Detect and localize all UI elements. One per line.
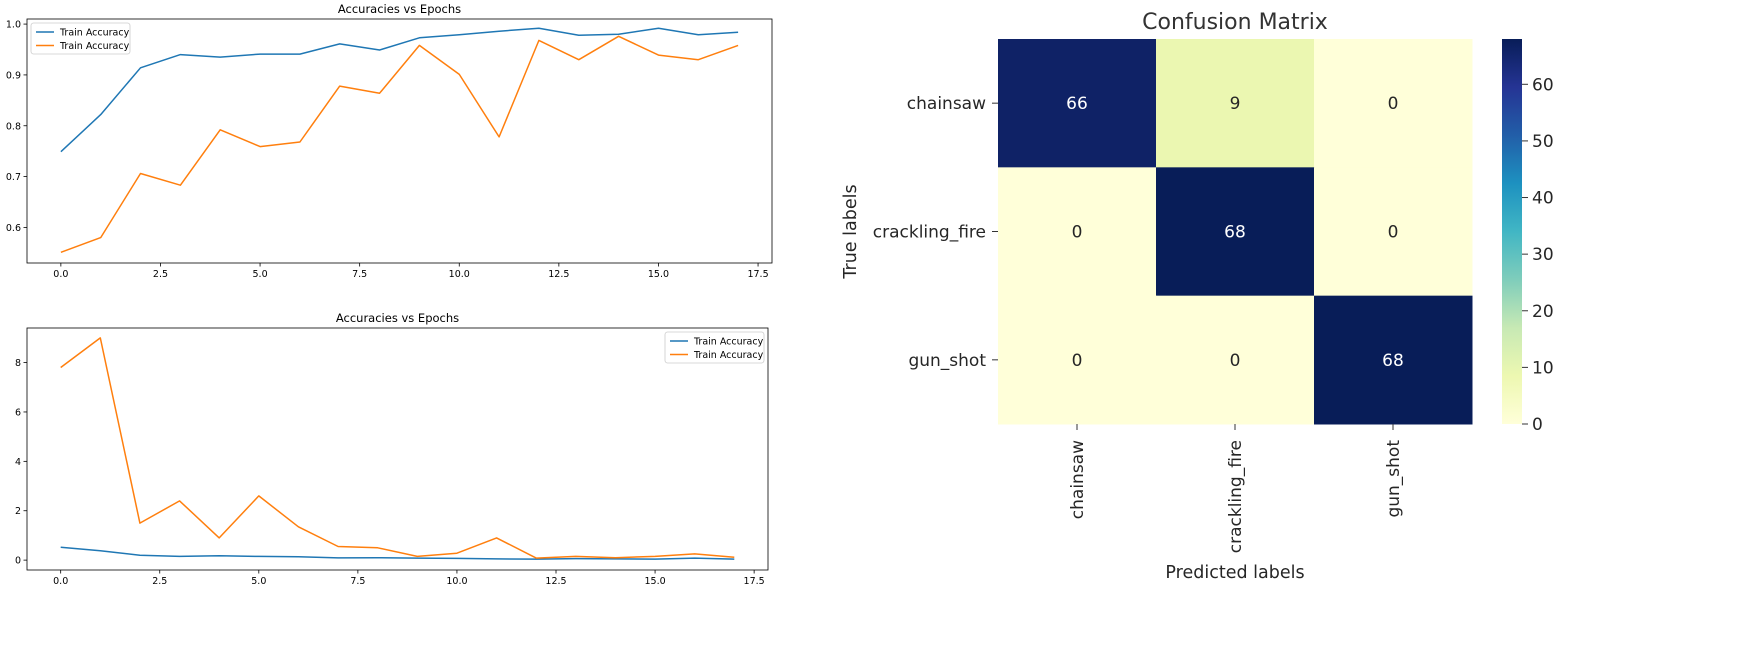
row-label: chainsaw	[907, 94, 986, 114]
y-tick-label: 6	[15, 407, 21, 418]
heatmap-cell	[1314, 39, 1473, 168]
x-tick-label: 17.5	[744, 576, 765, 587]
legend: Train Accuracy Train Accuracy	[30, 22, 131, 55]
legend-label-2: Train Accuracy	[693, 350, 764, 361]
x-tick-label: 15.0	[644, 576, 665, 587]
x-axis-label: Predicted labels	[1165, 563, 1304, 583]
col-label: crackling_fire	[1226, 440, 1246, 553]
colorbar-tick-label: 40	[1532, 189, 1554, 209]
x-tick-label: 12.5	[545, 576, 566, 587]
colorbar-tick-label: 50	[1532, 132, 1554, 152]
colorbar-tick-label: 10	[1532, 358, 1554, 378]
legend-label-1: Train Accuracy	[693, 337, 764, 348]
x-tick-label: 5.0	[253, 269, 268, 280]
series-line-1	[60, 546, 735, 560]
col-label: chainsaw	[1068, 440, 1088, 519]
x-tick-label: 10.0	[449, 269, 470, 280]
y-tick-label: 1.0	[6, 20, 21, 31]
cell-value-label: 0	[1072, 223, 1083, 243]
colorbar-tick-label: 30	[1532, 245, 1554, 265]
heatmap-cell	[998, 167, 1157, 297]
legend-label-1: Train Accuracy	[59, 28, 130, 39]
line-chart-bottom: Accuracies vs Epochs 0.0 2.5 5.0 7.5 10.0 12.5…	[15, 311, 769, 587]
x-tick-label: 17.5	[747, 269, 768, 280]
cell-value-label: 0	[1388, 223, 1399, 243]
x-tick-label: 2.5	[152, 576, 167, 587]
x-tick-label: 10.0	[446, 576, 467, 587]
cell-value-label: 9	[1230, 94, 1241, 114]
series-line-2	[60, 35, 739, 254]
y-axis-label: True labels	[841, 184, 861, 279]
cell-value-label: 68	[1382, 351, 1404, 371]
heatmap-cell	[1314, 295, 1473, 425]
legend-label-2: Train Accuracy	[59, 41, 130, 52]
heatmap-cell	[1156, 295, 1315, 425]
x-tick-label: 5.0	[251, 576, 266, 587]
series-line-1	[60, 27, 739, 153]
heatmap-cell	[1156, 167, 1315, 297]
y-tick-label: 2	[15, 506, 21, 517]
heatmap-title: Confusion Matrix	[1142, 10, 1328, 35]
legend: Train Accuracy Train Accuracy	[664, 331, 765, 364]
line-chart-top: Accuracies vs Epochs 0.0 2.5 5.0 7.5 10.0 12.5…	[6, 2, 773, 280]
cell-value-label: 0	[1072, 351, 1083, 371]
row-label: crackling_fire	[873, 223, 986, 243]
heatmap-cell	[1314, 167, 1473, 297]
x-tick-label: 7.5	[350, 576, 365, 587]
series-line-2	[60, 337, 735, 559]
heatmap-cell	[1156, 39, 1315, 168]
legend-box	[30, 22, 131, 55]
colorbar-tick-label: 20	[1532, 302, 1554, 322]
y-tick-label: 0	[15, 556, 21, 567]
chart-title: Accuracies vs Epochs	[338, 2, 461, 16]
x-tick-label: 2.5	[153, 269, 168, 280]
x-tick-label: 7.5	[352, 269, 367, 280]
cell-value-label: 68	[1224, 223, 1246, 243]
y-tick-label: 0.9	[6, 70, 21, 81]
row-label: gun_shot	[908, 351, 986, 371]
colorbar-tick-label: 60	[1532, 75, 1554, 95]
legend-box	[664, 331, 765, 364]
cell-value-label: 0	[1230, 351, 1241, 371]
x-tick-label: 12.5	[548, 269, 569, 280]
cell-value-label: 0	[1388, 94, 1399, 114]
chart-title: Accuracies vs Epochs	[336, 311, 459, 325]
y-tick-label: 0.8	[6, 121, 21, 132]
colorbar-tick-label: 0	[1532, 415, 1543, 435]
plot-frame	[26, 327, 769, 571]
x-tick-label: 15.0	[648, 269, 669, 280]
plot-frame	[26, 18, 773, 264]
colorbar	[1502, 39, 1522, 424]
y-tick-label: 8	[15, 358, 21, 369]
y-tick-label: 0.7	[6, 172, 21, 183]
col-label: gun_shot	[1384, 440, 1404, 518]
y-tick-label: 4	[15, 457, 21, 468]
x-tick-label: 0.0	[53, 269, 68, 280]
confusion-matrix-heatmap: Confusion Matrix 66 9 0 0 68 0 0 0 68 chainsaw crac…	[841, 10, 1554, 583]
x-tick-label: 0.0	[53, 576, 68, 587]
y-tick-label: 0.6	[6, 223, 21, 234]
heatmap-cell	[998, 295, 1157, 425]
heatmap-cell	[998, 39, 1157, 168]
cell-value-label: 66	[1066, 94, 1088, 114]
